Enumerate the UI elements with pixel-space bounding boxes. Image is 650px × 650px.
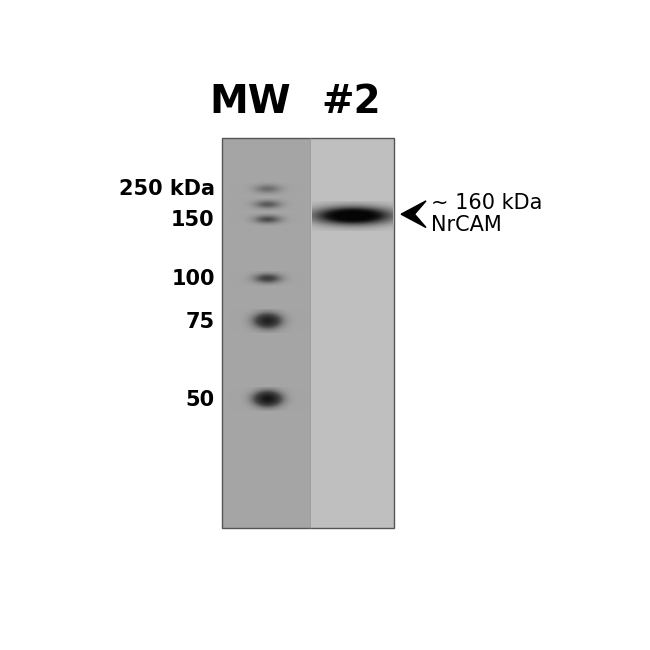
Text: NrCAM: NrCAM bbox=[432, 215, 502, 235]
Text: #2: #2 bbox=[321, 83, 380, 120]
Polygon shape bbox=[401, 201, 426, 227]
Bar bbox=[222, 138, 393, 528]
Text: 100: 100 bbox=[171, 268, 215, 289]
Text: 150: 150 bbox=[171, 210, 215, 230]
Text: 250 kDa: 250 kDa bbox=[119, 179, 214, 199]
Bar bbox=[222, 138, 311, 528]
Bar bbox=[311, 138, 393, 528]
Text: 75: 75 bbox=[186, 311, 214, 332]
Text: 50: 50 bbox=[186, 389, 214, 410]
Text: MW: MW bbox=[209, 83, 291, 120]
Text: ~ 160 kDa: ~ 160 kDa bbox=[432, 193, 543, 213]
